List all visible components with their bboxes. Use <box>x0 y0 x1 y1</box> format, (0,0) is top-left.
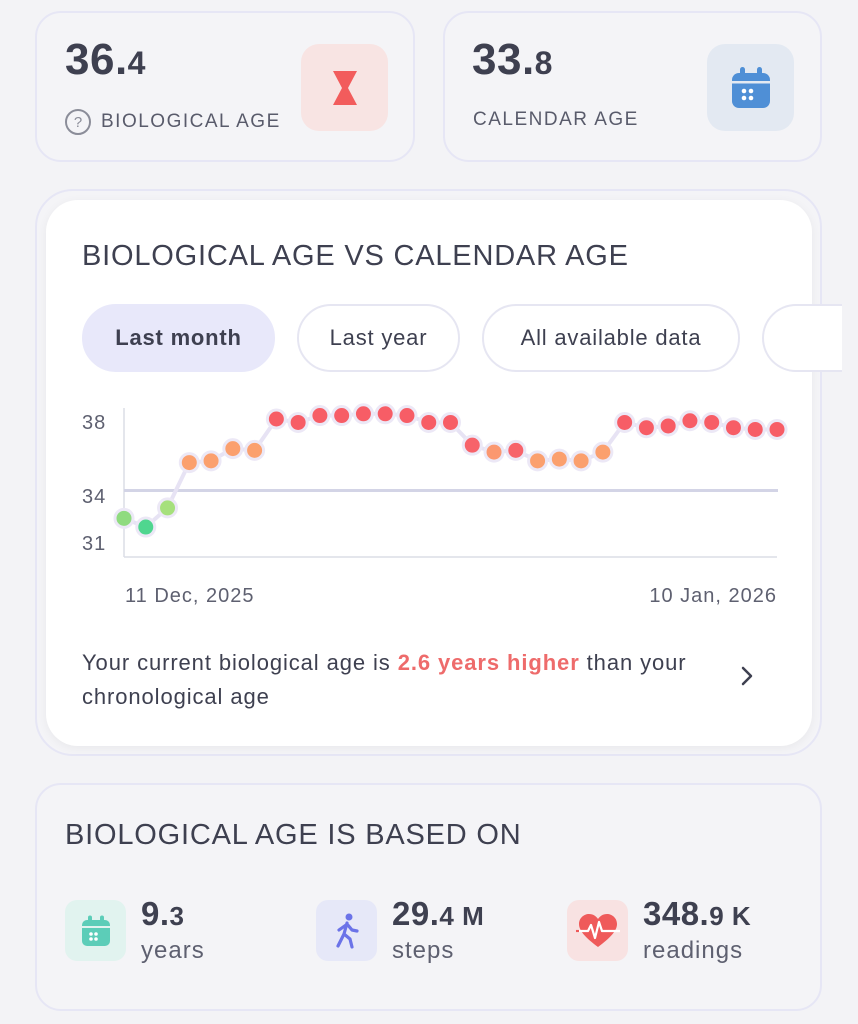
help-icon[interactable]: ? <box>65 109 91 135</box>
walking-icon <box>316 900 377 961</box>
biological-age-label: BIOLOGICAL AGE <box>101 111 281 132</box>
biological-age-value: 36.4 <box>65 35 146 84</box>
y-tick-label: 31 <box>82 533 106 555</box>
data-point[interactable] <box>614 411 636 433</box>
y-tick-label: 34 <box>82 486 106 508</box>
data-point[interactable] <box>178 452 200 474</box>
data-point[interactable] <box>157 497 179 519</box>
hourglass-icon <box>301 44 388 131</box>
data-point[interactable] <box>331 405 353 427</box>
data-point[interactable] <box>418 411 440 433</box>
data-point[interactable] <box>244 439 266 461</box>
calendar-age-card[interactable]: 33.8 CALENDAR AGE <box>443 11 822 162</box>
data-point[interactable] <box>200 450 222 472</box>
biological-age-card[interactable]: 36.4 ? BIOLOGICAL AGE <box>35 11 415 162</box>
tab-last-month[interactable]: Last month <box>82 304 275 372</box>
data-point[interactable] <box>483 441 505 463</box>
chevron-right-icon[interactable] <box>732 661 762 691</box>
calendar-age-label: CALENDAR AGE <box>473 109 639 130</box>
tab-all-available-data[interactable]: All available data <box>482 304 740 372</box>
calendar-icon <box>65 900 126 961</box>
data-point[interactable] <box>440 411 461 433</box>
steps-value: 29.4 M <box>392 895 485 932</box>
data-point[interactable] <box>592 441 614 463</box>
data-point[interactable] <box>527 450 549 472</box>
data-point[interactable] <box>396 405 418 427</box>
years-unit: years <box>141 937 205 964</box>
data-point[interactable] <box>657 415 679 437</box>
readings-value: 348.9 K <box>643 895 752 932</box>
calendar-age-value: 33.8 <box>472 35 553 84</box>
x-end-label: 10 Jan, 2026 <box>649 585 777 607</box>
data-point[interactable] <box>744 418 766 440</box>
biological-age-label-row: ? BIOLOGICAL AGE <box>65 109 281 135</box>
data-points <box>113 403 788 538</box>
data-point[interactable] <box>222 438 244 460</box>
tab-last-year[interactable]: Last year <box>297 304 460 372</box>
data-point[interactable] <box>505 439 527 461</box>
readings-unit: readings <box>643 937 744 964</box>
tab-more[interactable] <box>762 304 842 372</box>
calendar-icon <box>707 44 794 131</box>
data-point[interactable] <box>679 410 701 432</box>
data-point[interactable] <box>265 408 287 430</box>
based-on-title: BIOLOGICAL AGE IS BASED ON <box>65 819 522 851</box>
y-tick-label: 38 <box>82 412 106 434</box>
data-point[interactable] <box>287 411 309 433</box>
data-point[interactable] <box>701 411 723 433</box>
x-start-label: 11 Dec, 2025 <box>125 585 255 607</box>
chart-card-frame: BIOLOGICAL AGE VS CALENDAR AGE Last mont… <box>35 189 842 756</box>
steps-unit: steps <box>392 937 455 964</box>
data-point[interactable] <box>113 507 135 529</box>
data-point[interactable] <box>570 450 592 472</box>
age-difference: 2.6 years higher <box>397 650 580 675</box>
years-value: 9.3 <box>141 895 185 932</box>
data-point[interactable] <box>635 417 657 439</box>
data-point[interactable] <box>766 418 788 440</box>
age-summary: Your current biological age is 2.6 years… <box>82 650 687 709</box>
data-point[interactable] <box>722 417 744 439</box>
chart-card: BIOLOGICAL AGE VS CALENDAR AGE Last mont… <box>46 200 842 746</box>
heart-rate-icon <box>567 900 628 961</box>
data-point[interactable] <box>309 405 331 427</box>
data-point[interactable] <box>374 403 396 425</box>
data-point[interactable] <box>352 403 374 425</box>
age-chart: 38 34 31 11 Dec, 2025 10 Jan, 2026 <box>82 403 788 607</box>
based-on-card: BIOLOGICAL AGE IS BASED ON 9.3 years 29.… <box>35 783 822 1011</box>
data-point[interactable] <box>135 516 157 538</box>
data-point[interactable] <box>461 434 483 456</box>
data-point[interactable] <box>548 448 570 470</box>
chart-title: BIOLOGICAL AGE VS CALENDAR AGE <box>82 240 629 272</box>
